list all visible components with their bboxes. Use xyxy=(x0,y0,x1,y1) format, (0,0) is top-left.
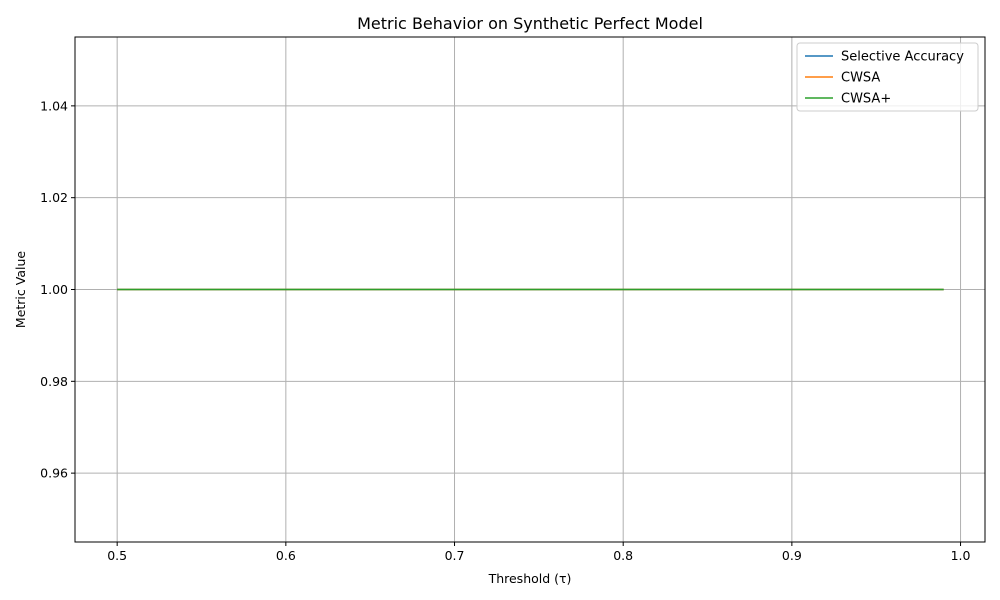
x-tick-label: 0.9 xyxy=(782,548,802,563)
legend-box xyxy=(796,42,979,112)
legend-label: CWSA xyxy=(841,71,880,86)
legend: Selective Accuracy CWSA CWSA+ xyxy=(796,42,979,112)
y-tick-label: 0.96 xyxy=(40,466,68,481)
x-tick-label: 1.0 xyxy=(951,548,971,563)
y-tick-label: 1.04 xyxy=(40,98,68,113)
legend-label: Selective Accuracy xyxy=(841,50,964,65)
x-axis-label: Threshold (τ) xyxy=(488,571,572,586)
y-tick-label: 0.98 xyxy=(40,374,68,389)
y-axis-label: Metric Value xyxy=(13,251,28,328)
legend-label: CWSA+ xyxy=(841,92,891,107)
x-tick-label: 0.5 xyxy=(107,548,127,563)
x-tick-label: 0.7 xyxy=(445,548,465,563)
y-tick-label: 1.02 xyxy=(40,190,68,205)
x-tick-label: 0.8 xyxy=(613,548,633,563)
y-tick-label: 1.00 xyxy=(40,282,68,297)
axis-ticks: 0.5 0.6 0.7 0.8 0.9 1.0 0.96 0.98 1.00 1.02 1.04 xyxy=(40,98,970,563)
chart-title: Metric Behavior on Synthetic Perfect Mod… xyxy=(357,14,703,33)
x-tick-label: 0.6 xyxy=(276,548,296,563)
